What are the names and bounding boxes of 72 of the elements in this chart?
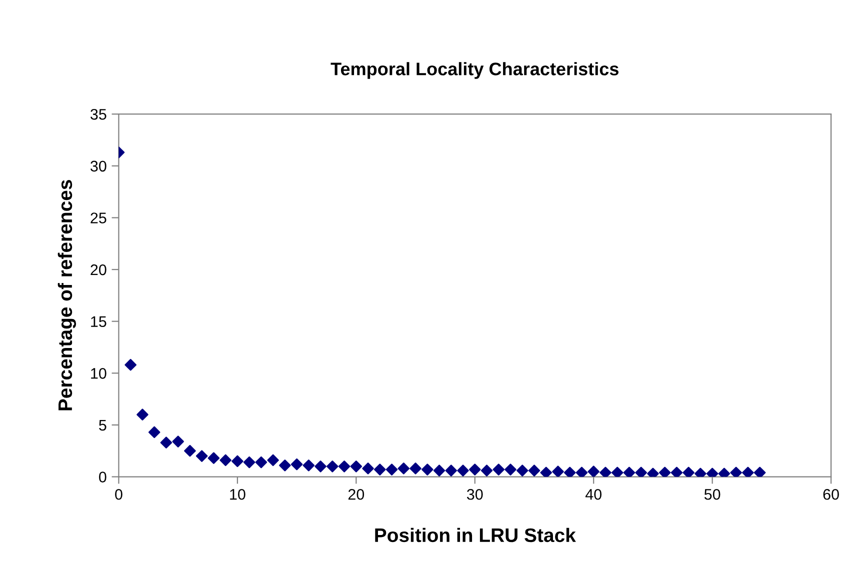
point — [338, 460, 350, 472]
y-tick-label: 20 — [90, 264, 106, 276]
point — [600, 466, 612, 477]
y-tick-label: 25 — [90, 212, 106, 224]
point — [362, 462, 374, 474]
x-tick-label: 30 — [466, 488, 483, 500]
x-tick-label: 20 — [348, 488, 364, 500]
point — [232, 455, 244, 468]
y-tick-label: 10 — [91, 368, 106, 379]
point — [124, 358, 136, 371]
point — [564, 466, 576, 477]
point — [647, 468, 659, 477]
y-tick-label: 30 — [90, 160, 106, 172]
y-tick-label: 35 — [90, 108, 106, 120]
point — [422, 464, 434, 476]
y-tick-label: 0 — [99, 472, 106, 482]
point — [457, 464, 469, 476]
point — [576, 466, 588, 477]
point — [754, 466, 766, 477]
point — [528, 464, 540, 476]
point — [386, 464, 398, 476]
point — [302, 459, 315, 472]
point — [374, 464, 386, 476]
point — [670, 466, 683, 477]
point — [552, 466, 564, 477]
point — [433, 464, 446, 476]
point — [208, 452, 220, 464]
y-axis-title: Percentage of references — [58, 180, 76, 410]
point — [504, 464, 516, 476]
point — [267, 454, 279, 466]
point — [290, 458, 303, 470]
point — [184, 444, 196, 457]
point — [540, 466, 552, 477]
point — [480, 464, 493, 476]
point — [255, 456, 268, 468]
point — [148, 426, 160, 438]
point — [682, 466, 694, 477]
point — [279, 459, 291, 472]
point — [742, 466, 754, 477]
point — [136, 408, 148, 420]
point — [314, 460, 326, 472]
x-tick-label: 60 — [823, 488, 839, 500]
point — [350, 460, 362, 472]
point — [706, 468, 718, 477]
point — [635, 466, 647, 477]
x-axis-title: Position in LRU Stack — [375, 528, 576, 542]
point — [516, 464, 528, 476]
point — [694, 468, 706, 477]
point — [243, 456, 256, 468]
chart-title: Temporal Locality Characteristics — [330, 62, 618, 79]
y-tick-label: 15 — [91, 316, 106, 328]
point — [445, 464, 458, 476]
point — [718, 468, 730, 477]
y-tick-label: 5 — [99, 420, 106, 431]
point — [658, 466, 671, 477]
x-tick-label: 10 — [230, 488, 246, 500]
point — [160, 436, 172, 448]
x-tick-label: 0 — [115, 488, 122, 500]
point — [220, 454, 232, 466]
point — [588, 466, 600, 477]
x-tick-label: 50 — [704, 488, 720, 500]
point — [410, 462, 422, 474]
x-tick-label: 40 — [585, 488, 602, 500]
point — [468, 464, 481, 476]
point — [172, 436, 184, 448]
point — [398, 462, 410, 474]
point — [730, 466, 742, 477]
point — [611, 466, 624, 477]
point — [492, 464, 505, 476]
point — [196, 450, 208, 462]
point — [623, 466, 636, 477]
point — [326, 460, 338, 472]
